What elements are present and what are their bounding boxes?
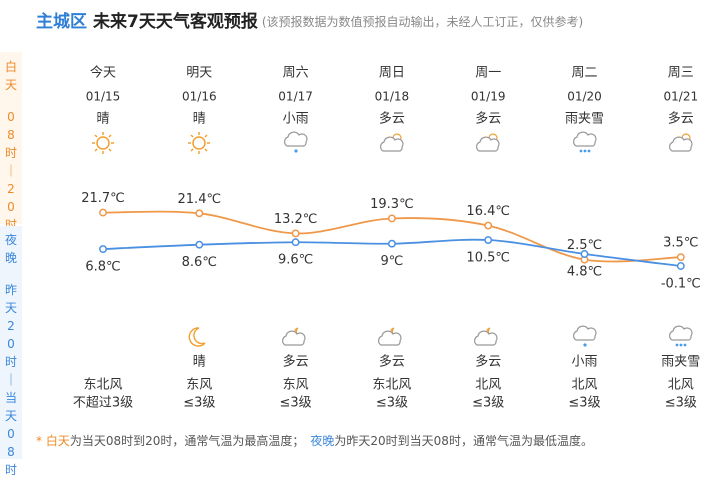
date: 01/17 [278, 90, 313, 104]
icon [283, 328, 305, 345]
day-name: 周六 [283, 66, 309, 81]
forecast: 主城区 未来7天天气客观预报 (该预报数据为数值预报自动输出，未经人工订正，仅供参考… [36, 11, 701, 448]
page: 白天 08时｜20时 夜晚 昨天20时｜当天08时 主城区 未来7天天气客观预报(… [0, 11, 701, 477]
day-name: 明天 [186, 66, 212, 81]
date: 01/20 [567, 90, 602, 104]
high-label: 3.5℃ [663, 236, 698, 251]
wind-level: ≤3级 [280, 396, 312, 411]
day-weather: 多云 [668, 111, 694, 127]
day-weather: 多云 [379, 111, 405, 127]
high-point [387, 214, 396, 223]
icon [187, 131, 211, 155]
high-label: 19.3℃ [370, 197, 414, 212]
night-label: 夜晚 [4, 233, 17, 265]
icon [285, 132, 307, 152]
icon [574, 132, 596, 152]
icon [670, 134, 692, 151]
wind-level: ≤3级 [665, 396, 697, 411]
icon [574, 326, 596, 346]
day-weather: 晴 [96, 112, 109, 127]
day-weather: 多云 [475, 111, 501, 127]
low-label: -0.1℃ [661, 277, 701, 292]
low-label: 9℃ [380, 254, 403, 269]
wind-dir: 北风 [668, 378, 694, 393]
date: 01/15 [86, 90, 121, 104]
wind-dir: 东北风 [83, 378, 122, 393]
date: 01/16 [182, 90, 217, 104]
icon [188, 327, 206, 347]
day-name: 周日 [379, 66, 405, 81]
night-weather: 晴 [193, 355, 206, 370]
footer-night: 夜晚 [310, 433, 334, 448]
wind-level: 不超过3级 [73, 396, 133, 411]
footer-day: 白天 [46, 433, 70, 448]
high-label: 13.2℃ [274, 212, 318, 227]
high-point [99, 208, 107, 217]
note: (该预报数据为数值预报自动输出，未经人工订正，仅供参考) [262, 14, 583, 29]
wind-dir: 北风 [571, 378, 597, 393]
day-icons [91, 131, 692, 155]
low-point [387, 239, 396, 248]
day-weather: 小雨 [283, 112, 309, 127]
night-side: 夜晚 昨天20时｜当天08时 [0, 226, 22, 477]
high-label: 21.4℃ [178, 192, 222, 207]
low-label: 6.8℃ [85, 260, 120, 275]
low-label: 9.6℃ [278, 253, 313, 268]
day-name: 今天 [90, 65, 116, 81]
icon [477, 134, 499, 151]
location: 主城区 [36, 11, 87, 32]
wind-dir: 东北风 [372, 378, 411, 393]
high-label: 16.4℃ [466, 204, 510, 219]
icon [379, 328, 401, 345]
wind-dir: 东风 [283, 378, 309, 393]
day-name: 周二 [571, 66, 597, 81]
night-weather: 多云 [283, 354, 309, 370]
date: 01/19 [471, 90, 506, 104]
night-weather: 多云 [475, 354, 501, 370]
day-weather: 雨夹雪 [565, 112, 604, 127]
low-point [291, 238, 300, 247]
day-name: 周一 [475, 66, 501, 81]
high-point [291, 229, 300, 238]
high-point [195, 209, 204, 218]
night-weather: 小雨 [571, 355, 597, 370]
icon [381, 134, 403, 151]
wind-level: ≤3级 [568, 396, 600, 411]
low-point [484, 236, 493, 244]
date: 01/21 [664, 90, 699, 104]
high-point [676, 253, 685, 262]
high-label: 2.5℃ [567, 238, 602, 253]
wind-level: ≤3级 [472, 396, 504, 411]
wind-level: ≤3级 [183, 396, 215, 411]
wind-dir: 北风 [475, 378, 501, 393]
night-weather: 雨夹雪 [661, 355, 700, 370]
low-point [676, 262, 685, 270]
low-point [99, 245, 107, 254]
low-point [580, 250, 589, 258]
footer-day-text: 为当天08时到20时，通常气温为最高温度； [70, 433, 305, 448]
night-icons [188, 326, 692, 347]
wind-level: ≤3级 [376, 396, 408, 411]
footer-night-text: 为昨天20时到当天08时，通常气温为最低温度。 [334, 433, 593, 448]
icon [475, 328, 497, 345]
low-point [195, 240, 204, 249]
day-name: 周三 [668, 66, 694, 81]
low-label: 8.6℃ [182, 255, 217, 270]
title: 未来7天天气客观预报 [92, 11, 258, 32]
icon [91, 131, 115, 155]
low-label: 4.8℃ [567, 264, 602, 279]
low-label: 10.5℃ [466, 251, 510, 266]
day-weather: 晴 [193, 112, 206, 127]
wind-dir: 东风 [186, 378, 212, 393]
icon [670, 326, 692, 346]
date: 01/18 [375, 90, 410, 104]
high-point [484, 221, 493, 230]
day-label: 白天 [4, 60, 17, 92]
night-weather: 多云 [379, 354, 405, 370]
header: 主城区 未来7天天气客观预报 (该预报数据为数值预报自动输出，未经人工订正，仅供参考… [36, 11, 583, 32]
footer-star: * [36, 434, 46, 448]
footer: * 白天为当天08时到20时，通常气温为最高温度； 夜晚为昨天20时到当天08时，… [36, 433, 593, 448]
high-label: 21.7℃ [81, 191, 125, 206]
